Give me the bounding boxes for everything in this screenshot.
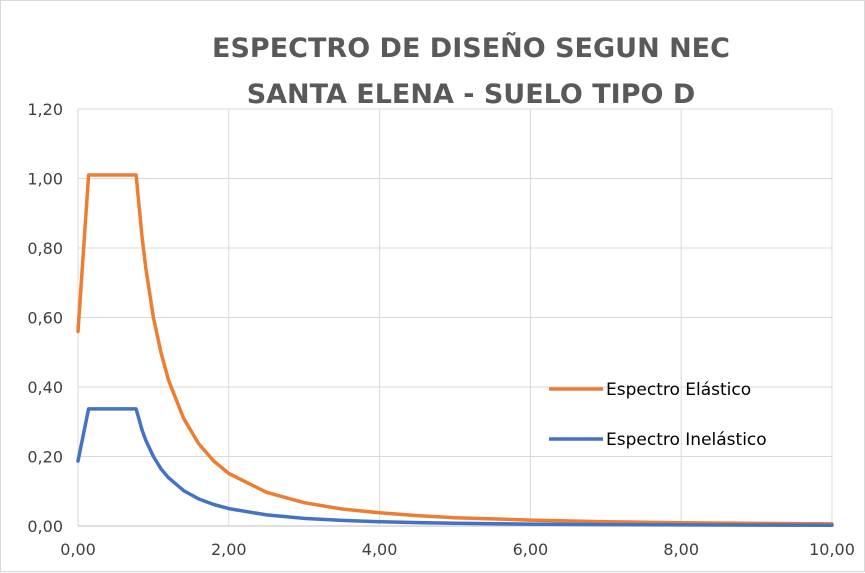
x-tick-label: 2,00 — [211, 540, 247, 559]
series-line-elastico — [76, 173, 834, 526]
series-layer — [76, 173, 834, 528]
chart-title-line-2: SANTA ELENA - SUELO TIPO D — [247, 79, 696, 110]
legend-label-inelastico: Espectro Inelástico — [606, 430, 767, 450]
x-tick-label: 8,00 — [663, 540, 699, 559]
x-tick-label: 4,00 — [362, 540, 398, 559]
y-tick-label: 1,20 — [27, 100, 63, 119]
tick-labels: 0,00 0,20 0,40 0,60 0,80 1,00 1,20 0,00 2,00 4,00… — [27, 100, 855, 559]
y-tick-label: 0,20 — [27, 448, 63, 467]
x-tick-label: 10,00 — [809, 540, 855, 559]
series-line-inelastico — [76, 407, 834, 528]
y-tick-label: 1,00 — [27, 170, 63, 189]
y-tick-label: 0,40 — [27, 378, 63, 397]
x-tick-label: 6,00 — [513, 540, 549, 559]
grid-layer — [77, 108, 833, 527]
legend-label-elastico: Espectro Elástico — [606, 380, 751, 400]
y-tick-label: 0,80 — [27, 239, 63, 258]
y-tick-label: 0,00 — [27, 517, 63, 536]
legend: Espectro Elástico Espectro Inelástico — [549, 380, 767, 450]
y-tick-label: 0,60 — [27, 309, 63, 328]
chart-title-line-1: ESPECTRO DE DISEÑO SEGUN NEC — [212, 32, 730, 64]
x-tick-label: 0,00 — [60, 540, 96, 559]
